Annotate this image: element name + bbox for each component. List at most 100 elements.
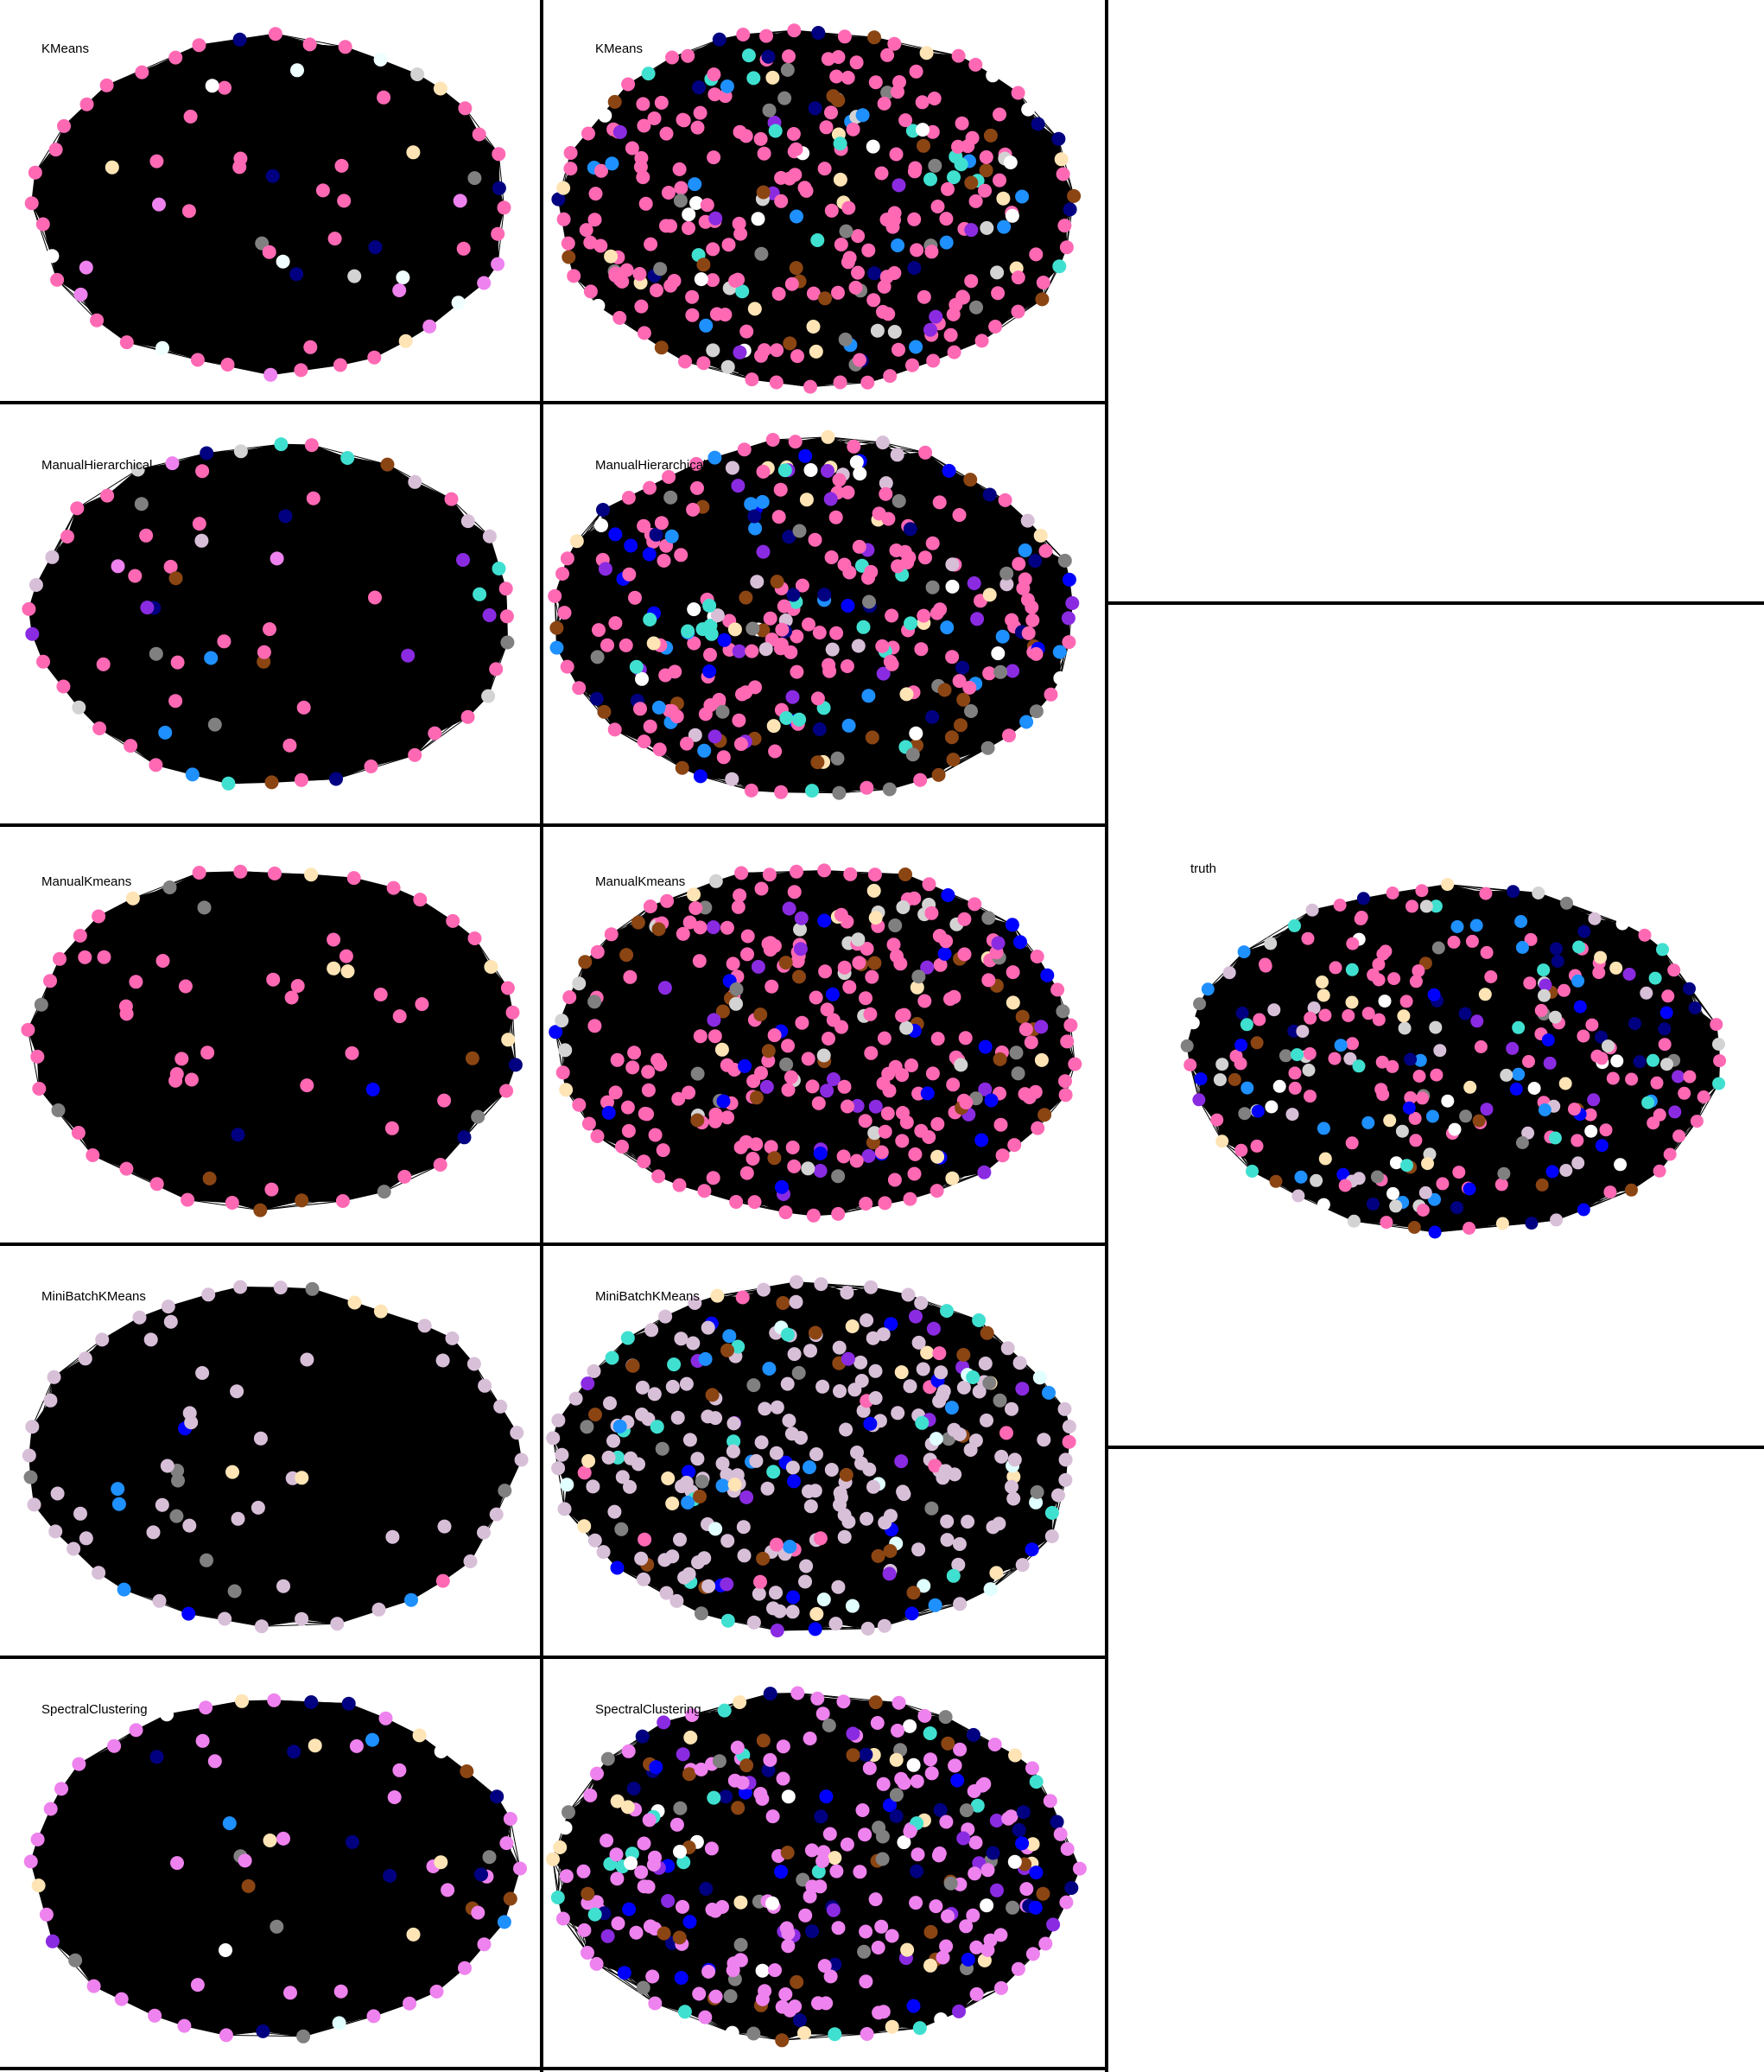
graph-node bbox=[970, 612, 985, 626]
graph-node bbox=[489, 1507, 504, 1522]
panel-manualhierarchical-small: ManualHierarchical bbox=[0, 404, 540, 823]
graph-node bbox=[731, 1801, 746, 1815]
graph-node bbox=[235, 1694, 249, 1708]
graph-node bbox=[903, 1379, 917, 1394]
graph-node bbox=[817, 913, 832, 928]
nodes bbox=[1180, 878, 1727, 1239]
edge bbox=[976, 1953, 1034, 1995]
edge bbox=[67, 469, 139, 537]
graph-node bbox=[268, 866, 282, 880]
graph-node bbox=[1602, 1039, 1615, 1053]
edge bbox=[1051, 1479, 1066, 1537]
graph-node bbox=[673, 1801, 688, 1815]
graph-node bbox=[508, 1058, 523, 1072]
graph-node bbox=[994, 1980, 1008, 1995]
graph-node bbox=[999, 566, 1014, 581]
edge bbox=[192, 773, 336, 780]
edge bbox=[441, 1751, 507, 1844]
graph-node bbox=[549, 1025, 563, 1039]
graph-node bbox=[997, 219, 1012, 234]
graph-node bbox=[729, 996, 743, 1011]
graph-node bbox=[824, 1463, 839, 1477]
edge bbox=[953, 721, 1027, 760]
graph-node bbox=[862, 1462, 877, 1477]
graph-node bbox=[731, 899, 746, 914]
graph-node bbox=[707, 150, 721, 165]
edge bbox=[63, 686, 131, 747]
graph-node bbox=[604, 249, 619, 264]
graph-node bbox=[790, 1274, 803, 1289]
graph-node bbox=[1056, 1004, 1070, 1019]
graph-node bbox=[380, 457, 395, 472]
graph-node bbox=[1573, 1000, 1587, 1014]
graph-node bbox=[335, 1194, 350, 1208]
graph-node bbox=[813, 1146, 828, 1160]
edge bbox=[38, 1004, 42, 1090]
graph-node bbox=[770, 575, 784, 589]
graph-node bbox=[860, 1313, 874, 1327]
graph-node bbox=[753, 1787, 768, 1801]
edge bbox=[260, 1199, 302, 1211]
graph-node bbox=[1571, 1156, 1585, 1170]
edge bbox=[37, 1839, 48, 1915]
graph-node bbox=[929, 1899, 943, 1914]
graph-node bbox=[978, 183, 992, 198]
edge bbox=[739, 1698, 818, 1703]
graph-node bbox=[386, 880, 401, 895]
graph-node bbox=[327, 961, 341, 976]
graph-node bbox=[697, 1184, 712, 1198]
graph-node bbox=[715, 1004, 730, 1019]
graph-node bbox=[898, 113, 913, 128]
graph-node bbox=[790, 1686, 805, 1700]
graph-node bbox=[1032, 1370, 1047, 1385]
graph-node bbox=[569, 534, 584, 549]
edge bbox=[596, 1963, 656, 2004]
edge bbox=[80, 294, 128, 343]
graph-node bbox=[870, 323, 885, 338]
graph-node bbox=[655, 1441, 669, 1456]
edge bbox=[875, 1701, 946, 1718]
graph-node bbox=[60, 530, 74, 543]
graph-node bbox=[637, 518, 651, 533]
graph-node bbox=[1007, 1854, 1022, 1869]
edge bbox=[59, 898, 134, 960]
graph-node bbox=[914, 642, 929, 657]
graph-node bbox=[629, 1925, 644, 1940]
graph-node bbox=[832, 1340, 847, 1355]
graph-node bbox=[1029, 704, 1044, 719]
graph-node bbox=[1509, 1082, 1523, 1096]
graph-node bbox=[587, 1907, 602, 1922]
graph-node bbox=[867, 956, 882, 970]
graph-node bbox=[846, 122, 860, 137]
graph-node bbox=[720, 359, 735, 374]
graph-node bbox=[1241, 1081, 1254, 1095]
graph-node bbox=[1051, 1488, 1065, 1503]
graph-node bbox=[220, 358, 235, 372]
edge bbox=[484, 1385, 505, 1491]
graph-node bbox=[880, 86, 895, 100]
graph-node bbox=[932, 1346, 947, 1361]
graph-node bbox=[1250, 1139, 1264, 1153]
graph-node bbox=[868, 911, 883, 925]
graph-node bbox=[491, 226, 505, 241]
graph-node bbox=[1583, 1108, 1597, 1122]
graph-node bbox=[1235, 1007, 1249, 1020]
graph-node bbox=[294, 363, 308, 378]
edge bbox=[557, 1467, 585, 1527]
graph-node bbox=[333, 358, 347, 372]
graph-node bbox=[704, 1841, 719, 1856]
edge bbox=[1052, 1848, 1069, 1925]
graph-node bbox=[549, 620, 564, 635]
graph-node bbox=[1678, 1086, 1691, 1100]
graph-node bbox=[437, 1093, 452, 1108]
panel-title: KMeans bbox=[595, 41, 644, 56]
edge bbox=[497, 187, 500, 264]
graph-node bbox=[1053, 671, 1068, 685]
graph-node bbox=[753, 1007, 768, 1022]
graph-node bbox=[808, 532, 822, 547]
graph-node bbox=[276, 1579, 290, 1593]
graph-node bbox=[708, 874, 723, 888]
graph-node bbox=[676, 1855, 691, 1870]
graph-node bbox=[939, 235, 954, 250]
edge bbox=[1275, 1180, 1387, 1223]
